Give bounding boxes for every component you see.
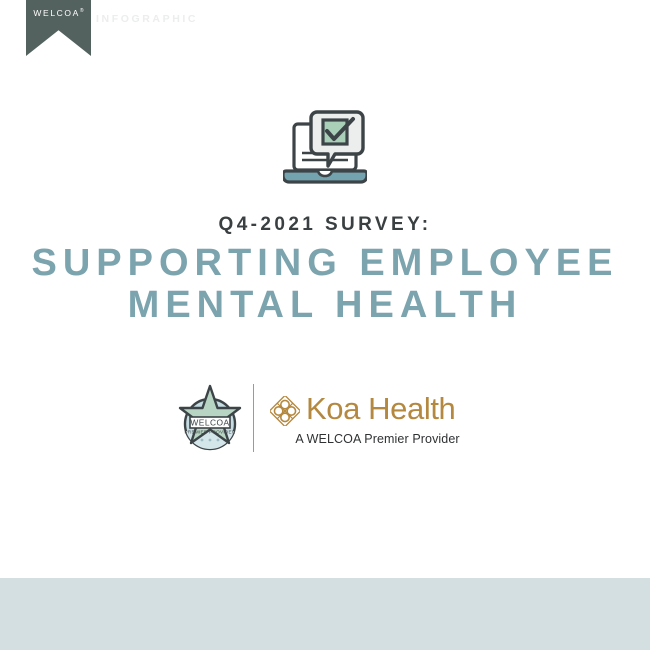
survey-eyebrow-title: Q4-2021 SURVEY: [218,214,432,235]
koa-health-wordmark: Koa Health [306,391,456,426]
partner-lockup: WELCOA PREMIER PROVIDER [170,378,490,458]
page-title-line-2: MENTAL HEALTH [127,284,523,326]
page-title-line-1: SUPPORTING EMPLOYEE [31,242,619,284]
registered-trademark-icon: ® [79,8,84,15]
page-header: WELCOA® INFOGRAPHIC [0,0,650,70]
welcoa-logo-label: WELCOA [33,8,80,18]
welcoa-logo-banner: WELCOA® [26,0,91,56]
koa-health-logo: Koa Health A WELCOA Premier Provider [268,388,485,448]
laptop-survey-checkmark-icon [281,109,369,191]
svg-text:PREMIER PROVIDER: PREMIER PROVIDER [185,430,236,435]
koa-health-tagline: A WELCOA Premier Provider [295,432,460,446]
welcoa-logo-text: WELCOA® [26,8,91,18]
infographic-section-label: INFOGRAPHIC [96,13,199,25]
welcoa-premier-provider-seal-icon: WELCOA PREMIER PROVIDER [178,384,242,452]
svg-text:WELCOA: WELCOA [190,418,229,428]
footer-color-band [0,578,650,650]
koa-diamond-lattice-icon [268,394,302,428]
page-title: SUPPORTING EMPLOYEE MENTAL HEALTH [0,242,650,326]
lockup-divider [253,384,254,452]
